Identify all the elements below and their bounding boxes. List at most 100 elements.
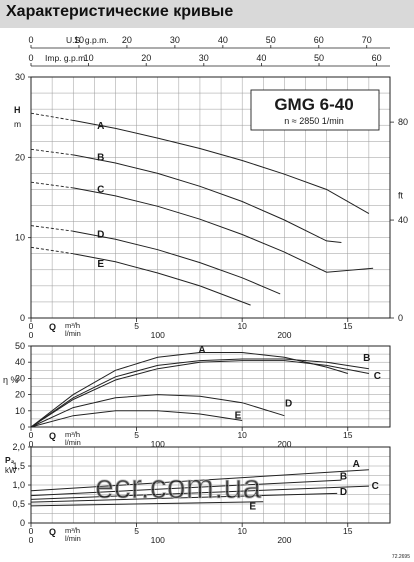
- page-title: Характеристические кривые: [6, 3, 234, 20]
- x-axis-unit-lmin: l/min: [65, 534, 81, 543]
- curve-D: [30, 394, 285, 428]
- top-axis-tick-label: 30: [199, 53, 209, 63]
- y-tick-label: 20: [15, 152, 25, 162]
- top-axis-tick-label: 60: [314, 35, 324, 45]
- x-tick-label: 0: [29, 430, 34, 440]
- series-label-D: D: [340, 487, 347, 498]
- y-tick-label: 40: [15, 357, 25, 367]
- curve-C: [30, 360, 369, 428]
- curve-C: [73, 187, 374, 273]
- series-label-E: E: [249, 502, 256, 513]
- chart-panel-2: 0 10 20 30 40 50 0 5 10 15 0 100 200 Q m³/hl/min η % A BC…: [3, 341, 391, 449]
- y-axis-unit: m: [14, 119, 21, 129]
- x-tick-label-lmin: 100: [151, 535, 165, 545]
- title-box: [250, 89, 380, 131]
- series-label-C: C: [374, 371, 381, 382]
- x-tick-label: 15: [343, 526, 353, 536]
- y-tick-label: 1,0: [12, 480, 25, 490]
- y-axis-label: η %: [3, 375, 19, 385]
- x-tick-label-lmin: 200: [277, 439, 291, 449]
- top-axis-tick-label: 40: [256, 53, 266, 63]
- x-axis-label: Q: [49, 431, 56, 441]
- plot-frame: [30, 345, 391, 428]
- x-axis-unit: m³/h: [65, 321, 80, 330]
- series-label-B: B: [340, 471, 347, 482]
- x-tick-label-lmin: 100: [151, 439, 165, 449]
- x-tick-label-lmin: 200: [277, 535, 291, 545]
- x-tick-label: 10: [237, 430, 247, 440]
- right-axis-tick-label: 40: [398, 215, 408, 225]
- document-code: 72.2695: [391, 554, 410, 560]
- curve-A: [30, 469, 369, 492]
- chart-subtitle: n ≈ 2850 1/min: [284, 116, 343, 126]
- x-tick-label: 15: [343, 321, 353, 331]
- x-tick-label: 0: [29, 321, 34, 331]
- y-tick-label: 2,0: [12, 442, 25, 452]
- series-label-E: E: [97, 259, 104, 270]
- y-tick-label: 20: [15, 390, 25, 400]
- series-label-B: B: [363, 353, 370, 364]
- curve-B-shutoff: [30, 148, 74, 156]
- curve-D: [73, 230, 281, 295]
- top-axis-tick-label: 20: [141, 53, 151, 63]
- y-axis-unit: kW: [5, 466, 17, 475]
- x-tick-label: 10: [237, 321, 247, 331]
- y-tick-label: 1,5: [12, 461, 25, 471]
- x-tick-label: 10: [237, 526, 247, 536]
- y-tick-label: 30: [15, 72, 25, 82]
- x-tick-label-lmin: 200: [277, 330, 291, 340]
- x-tick-label-lmin: 100: [151, 330, 165, 340]
- curve-B: [73, 154, 342, 243]
- y-tick-label: 0: [20, 518, 25, 528]
- x-tick-label-lmin: 0: [29, 330, 34, 340]
- curve-A: [73, 119, 370, 215]
- x-tick-label: 5: [134, 526, 139, 536]
- curve-E-shutoff: [30, 246, 74, 255]
- top-axis-tick-label: 10: [74, 35, 84, 45]
- chart-panel-1: 0 10 20 30 0 5 10 15 0 100 200 Q m³/hl/min Hm A B C D E: [14, 72, 391, 340]
- x-tick-label: 5: [134, 430, 139, 440]
- header-bar: Характеристические кривые: [0, 0, 414, 28]
- right-axis-label: ft: [398, 191, 404, 201]
- curve-E: [30, 410, 243, 428]
- x-tick-label: 0: [29, 526, 34, 536]
- series-label-E: E: [235, 411, 242, 422]
- watermark-text: ecr.com.ua: [95, 468, 261, 506]
- curve-B: [30, 479, 342, 497]
- x-axis-unit-lmin: l/min: [65, 329, 81, 338]
- right-axis-tick-label: 0: [398, 313, 403, 323]
- x-tick-label: 5: [134, 321, 139, 331]
- x-axis-label: Q: [49, 527, 56, 537]
- series-label-D: D: [97, 229, 104, 240]
- top-axis-tick-label: 50: [314, 53, 324, 63]
- x-axis-unit: m³/h: [65, 526, 80, 535]
- top-axis-tick-label: 50: [266, 35, 276, 45]
- y-axis-label: P₂: [5, 455, 15, 465]
- y-tick-label: 0: [20, 313, 25, 323]
- x-tick-label-lmin: 0: [29, 439, 34, 449]
- series-label-D: D: [285, 399, 292, 410]
- top-axis-tick-label: 70: [362, 35, 372, 45]
- x-tick-label: 15: [343, 430, 353, 440]
- y-tick-label: 10: [15, 406, 25, 416]
- series-label-A: A: [353, 459, 360, 470]
- top-axis-label: U.S. g.p.m.: [66, 35, 109, 45]
- y-tick-label: 0,5: [12, 499, 25, 509]
- plot-frame: [30, 76, 391, 319]
- top-axis-tick-label: 60: [372, 53, 382, 63]
- x-axis-unit: m³/h: [65, 430, 80, 439]
- curve-E: [30, 501, 264, 507]
- series-label-B: B: [97, 152, 104, 163]
- top-axis-tick-label: 40: [218, 35, 228, 45]
- top-axis-tick-label: 10: [84, 53, 94, 63]
- chart-title: GMG 6-40: [274, 95, 353, 114]
- top-axis-tick-label: 20: [122, 35, 132, 45]
- top-axis-tick-label: 0: [28, 35, 33, 45]
- series-label-C: C: [97, 184, 104, 195]
- curve-A-shutoff: [30, 112, 74, 121]
- top-axis-tick-label: 30: [170, 35, 180, 45]
- y-axis-label: H: [14, 105, 21, 115]
- curve-C: [30, 485, 369, 500]
- right-axis-tick-label: 80: [398, 117, 408, 127]
- series-label-A: A: [97, 121, 104, 132]
